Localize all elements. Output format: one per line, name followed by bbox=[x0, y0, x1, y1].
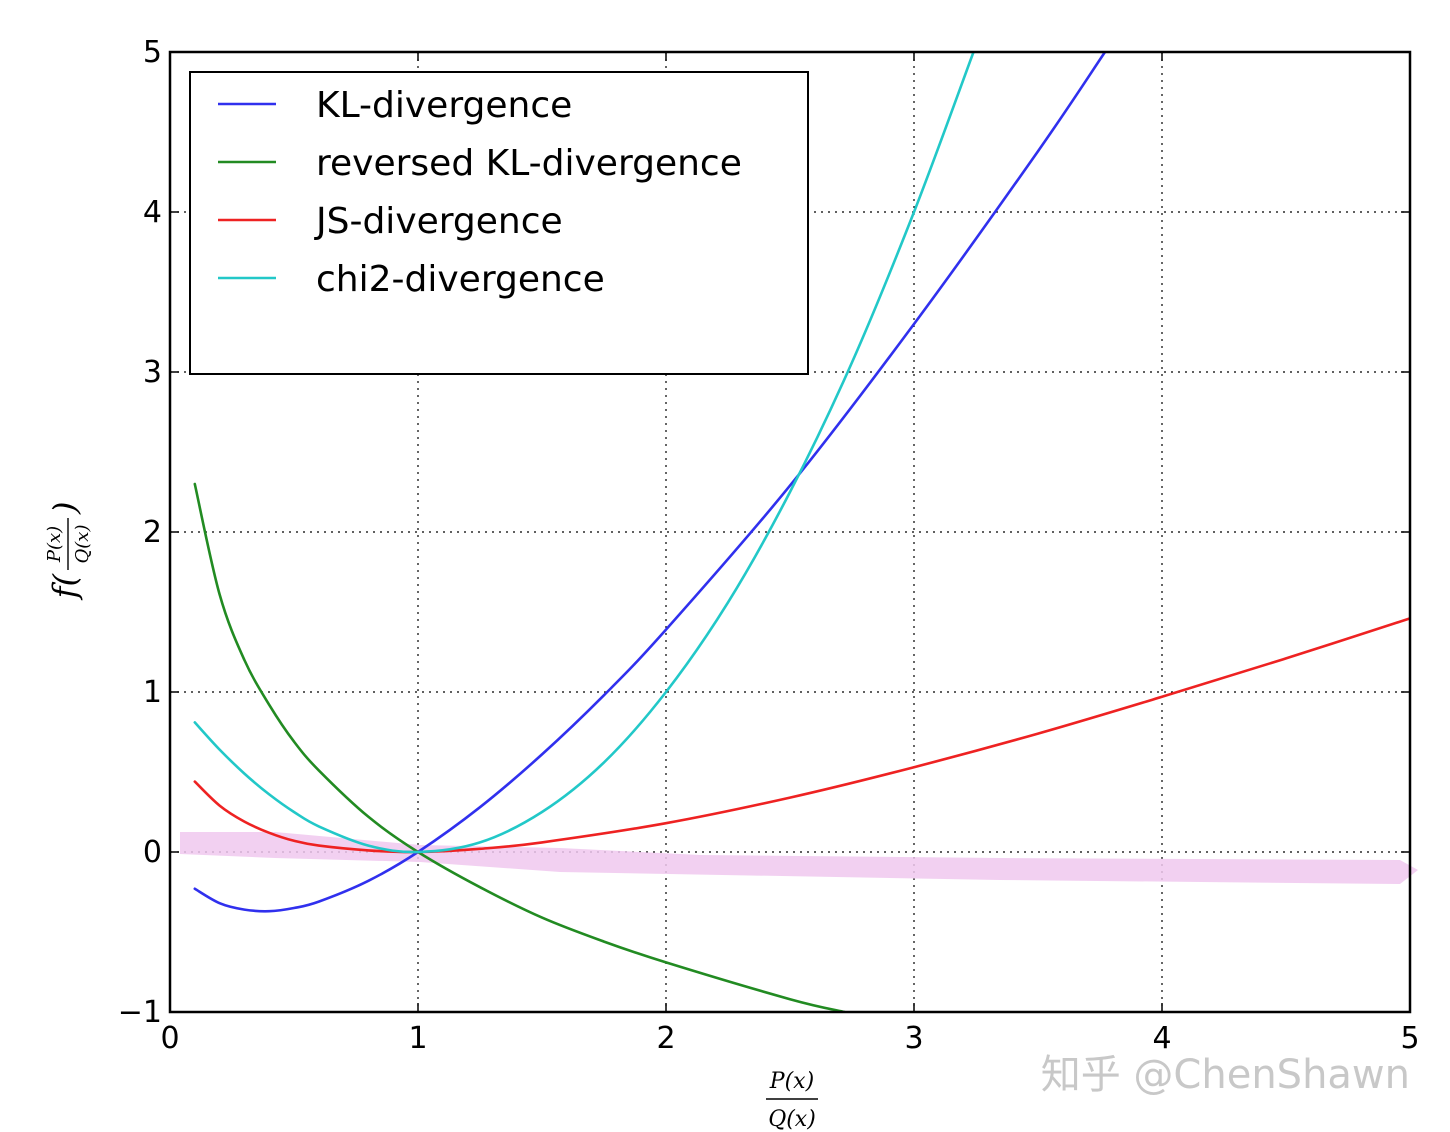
y-axis-label-prefix: f( bbox=[46, 572, 84, 600]
watermark: 知乎 @ChenShawn bbox=[1041, 1052, 1410, 1098]
series-line-3 bbox=[193, 52, 975, 854]
x-tick-label-0: 0 bbox=[160, 1021, 179, 1056]
y-tick-label-5: 4 bbox=[143, 195, 162, 230]
x-tick-label-5: 5 bbox=[1400, 1021, 1419, 1056]
pink-smudge bbox=[180, 832, 1418, 884]
series-line-0 bbox=[193, 52, 1107, 913]
y-tick-label-2: 1 bbox=[143, 675, 162, 710]
x-tick-label-2: 2 bbox=[656, 1021, 675, 1056]
y-tick-label-4: 3 bbox=[143, 355, 162, 390]
legend-label-3: chi2-divergence bbox=[316, 259, 605, 300]
y-axis-label-numerator: P(x) bbox=[44, 526, 65, 563]
legend-label-1: reversed KL-divergence bbox=[316, 143, 742, 184]
y-axis-label: f( P(x) Q(x) ) bbox=[44, 502, 93, 601]
y-tick-label-3: 2 bbox=[143, 515, 162, 550]
x-axis-label-numerator: P(x) bbox=[769, 1069, 814, 1094]
x-axis-label: P(x) Q(x) bbox=[766, 1069, 818, 1132]
y-axis-label-denominator: Q(x) bbox=[72, 525, 93, 564]
x-tick-label-4: 4 bbox=[1152, 1021, 1171, 1056]
x-tick-label-3: 3 bbox=[904, 1021, 923, 1056]
y-tick-label-0: −1 bbox=[118, 995, 162, 1030]
series-line-2 bbox=[193, 617, 1410, 854]
y-axis-label-suffix: ) bbox=[46, 502, 84, 515]
x-tick-label-1: 1 bbox=[408, 1021, 427, 1056]
y-tick-label-1: 0 bbox=[143, 835, 162, 870]
x-axis-label-denominator: Q(x) bbox=[768, 1107, 816, 1132]
y-tick-label-6: 5 bbox=[143, 35, 162, 70]
series-layer bbox=[193, 52, 1410, 1012]
series-line-1 bbox=[193, 482, 846, 1012]
legend-entries: KL-divergence reversed KL-divergence JS-di… bbox=[218, 85, 742, 300]
legend-frame bbox=[189, 71, 809, 375]
legend-label-0: KL-divergence bbox=[316, 85, 572, 126]
axis-ticks bbox=[169, 51, 1411, 1013]
legend: KL-divergence reversed KL-divergence JS-di… bbox=[189, 71, 809, 375]
legend-label-2: JS-divergence bbox=[314, 201, 563, 242]
